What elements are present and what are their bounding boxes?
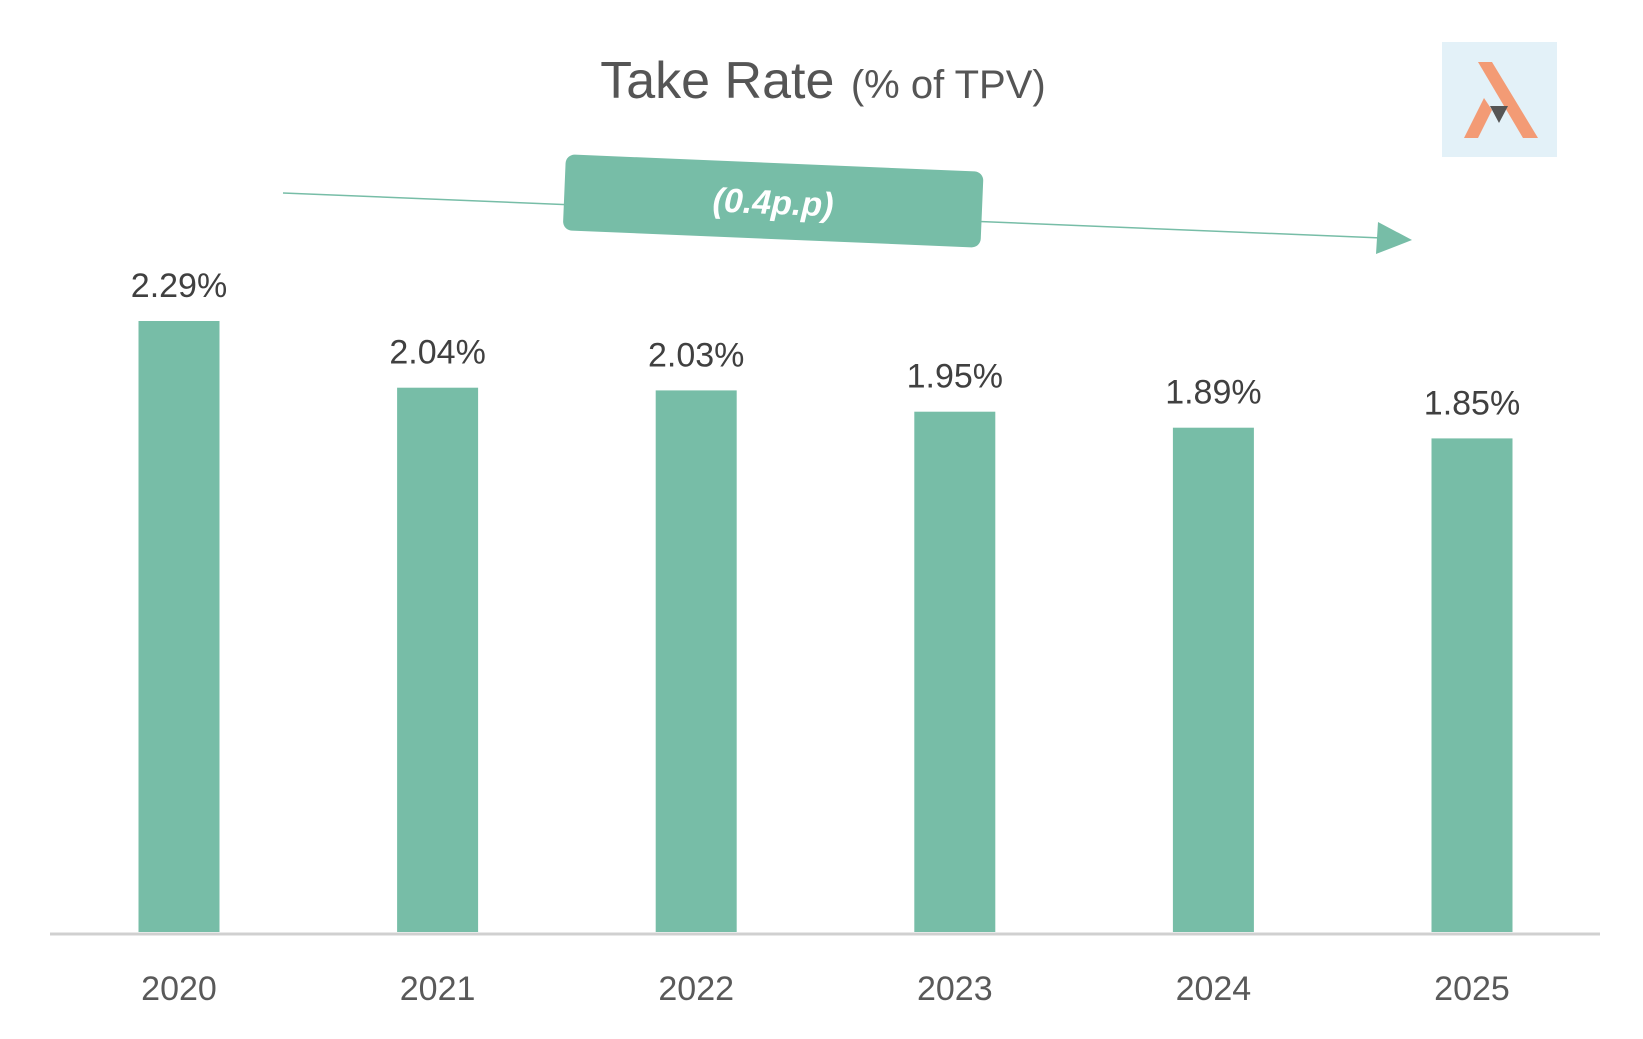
brand-logo <box>1442 42 1557 157</box>
x-tick-labels-layer: 2020 2021 2022 2023 2024 2025 <box>141 970 1510 1008</box>
trend-annotation: (0.4p.p) <box>282 154 1412 254</box>
bar-2022 <box>655 390 737 932</box>
x-tick-label-2023: 2023 <box>917 970 993 1008</box>
chart-title-group: Take Rate (% of TPV) <box>600 52 1045 110</box>
trend-arrowhead-icon <box>1376 222 1412 254</box>
value-label-2024: 1.89% <box>1165 374 1261 412</box>
chart-title: Take Rate <box>600 52 834 110</box>
bar-2021 <box>397 387 479 932</box>
bar-2025 <box>1431 438 1513 932</box>
bar-2024 <box>1172 427 1254 932</box>
value-label-2025: 1.85% <box>1424 384 1520 422</box>
value-label-2020: 2.29% <box>131 267 227 305</box>
bars-layer <box>138 321 1513 932</box>
value-label-2022: 2.03% <box>648 336 744 374</box>
annotation-label: (0.4p.p) <box>712 181 834 224</box>
value-label-2023: 1.95% <box>907 358 1003 396</box>
bar-2020 <box>138 321 220 932</box>
x-tick-label-2022: 2022 <box>658 970 734 1008</box>
chart-subtitle: (% of TPV) <box>851 63 1046 107</box>
value-label-2021: 2.04% <box>389 334 485 372</box>
bar-2023 <box>914 411 996 932</box>
brand-logo-icon <box>1464 62 1538 138</box>
annotation-box <box>563 154 984 248</box>
x-tick-label-2020: 2020 <box>141 970 217 1008</box>
value-labels-layer: 2.29% 2.04% 2.03% 1.95% 1.89% 1.85% <box>131 267 1520 422</box>
x-tick-label-2024: 2024 <box>1176 970 1252 1008</box>
x-tick-label-2025: 2025 <box>1434 970 1510 1008</box>
x-tick-label-2021: 2021 <box>400 970 476 1008</box>
